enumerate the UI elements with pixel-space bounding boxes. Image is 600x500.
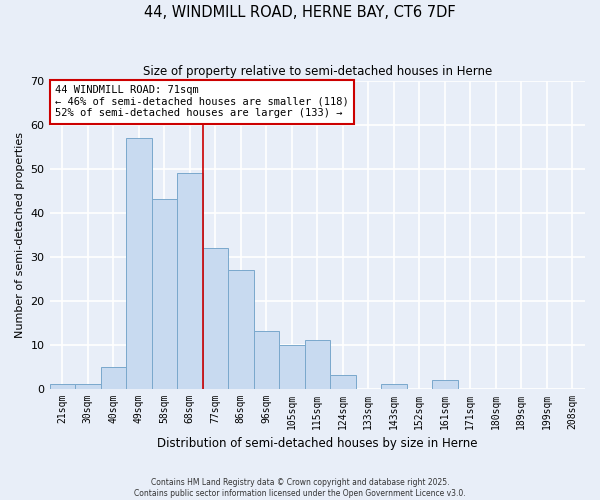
Bar: [50, 384, 75, 388]
Y-axis label: Number of semi-detached properties: Number of semi-detached properties: [15, 132, 25, 338]
Bar: [75, 384, 101, 388]
Bar: [126, 138, 152, 388]
Bar: [228, 270, 254, 388]
Bar: [177, 173, 203, 388]
Bar: [152, 200, 177, 388]
Text: 44, WINDMILL ROAD, HERNE BAY, CT6 7DF: 44, WINDMILL ROAD, HERNE BAY, CT6 7DF: [144, 5, 456, 20]
Bar: [432, 380, 458, 388]
Bar: [203, 248, 228, 388]
Bar: [254, 332, 279, 388]
Bar: [381, 384, 407, 388]
Bar: [101, 366, 126, 388]
Bar: [330, 376, 356, 388]
Text: 44 WINDMILL ROAD: 71sqm
← 46% of semi-detached houses are smaller (118)
52% of s: 44 WINDMILL ROAD: 71sqm ← 46% of semi-de…: [55, 85, 349, 118]
Text: Contains HM Land Registry data © Crown copyright and database right 2025.
Contai: Contains HM Land Registry data © Crown c…: [134, 478, 466, 498]
Bar: [279, 344, 305, 389]
Title: Size of property relative to semi-detached houses in Herne: Size of property relative to semi-detach…: [143, 65, 492, 78]
X-axis label: Distribution of semi-detached houses by size in Herne: Distribution of semi-detached houses by …: [157, 437, 478, 450]
Bar: [305, 340, 330, 388]
